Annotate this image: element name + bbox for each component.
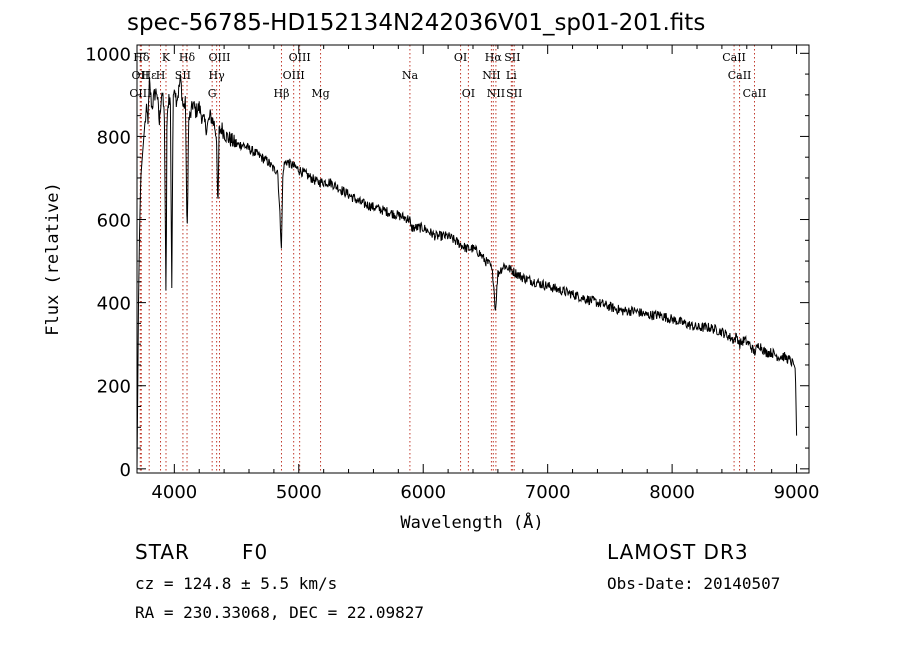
line-label-11: OIII bbox=[289, 51, 311, 64]
x-tick-label-3: 7000 bbox=[525, 482, 571, 503]
redshift-cz: cz = 124.8 ± 5.5 km/s bbox=[135, 574, 338, 593]
x-tick-label-1: 5000 bbox=[276, 482, 322, 503]
spectrum-line bbox=[136, 74, 798, 469]
line-label-17: OI bbox=[462, 87, 475, 100]
line-label-26: CaII bbox=[743, 87, 767, 100]
x-tick-label-4: 8000 bbox=[649, 482, 695, 503]
line-label-9: Hγ bbox=[209, 69, 226, 82]
line-label-24: CaII bbox=[722, 51, 746, 64]
x-tick-label-5: 9000 bbox=[774, 482, 820, 503]
line-label-22: NII bbox=[487, 87, 505, 100]
line-label-19: SII bbox=[504, 51, 520, 64]
line-label-5: H bbox=[156, 69, 166, 82]
line-label-23: SII bbox=[506, 87, 522, 100]
line-label-3: Hε bbox=[142, 69, 158, 82]
coordinates: RA = 230.33068, DEC = 22.09827 bbox=[135, 603, 424, 622]
y-tick-label-0: 0 bbox=[120, 460, 131, 481]
line-label-14: Mg bbox=[311, 87, 329, 100]
x-tick-label-2: 6000 bbox=[400, 482, 446, 503]
line-label-13: Hβ bbox=[274, 87, 290, 100]
line-label-6: Hδ bbox=[179, 51, 196, 64]
observation-date: Obs-Date: 20140507 bbox=[607, 574, 781, 593]
line-label-7: SII bbox=[175, 69, 191, 82]
object-class: STAR bbox=[135, 540, 190, 564]
y-tick-label-1: 200 bbox=[97, 377, 131, 398]
x-tick-label-0: 4000 bbox=[151, 482, 197, 503]
line-label-4: K bbox=[162, 51, 171, 64]
chart-title: spec-56785-HD152134N242036V01_sp01-201.f… bbox=[127, 10, 706, 36]
line-label-20: NII bbox=[482, 69, 500, 82]
plot-frame bbox=[136, 44, 810, 474]
survey-name: LAMOST DR3 bbox=[607, 540, 749, 564]
x-axis-label: Wavelength (Å) bbox=[400, 511, 543, 533]
y-axis-label: Flux (relative) bbox=[43, 182, 63, 336]
line-label-1: OII bbox=[132, 69, 150, 82]
line-label-10: G bbox=[208, 87, 217, 100]
line-label-12: OIII bbox=[283, 69, 305, 82]
line-label-16: OI bbox=[454, 51, 467, 64]
y-tick-label-3: 600 bbox=[97, 211, 131, 232]
axis-ticks: 4000 5000 6000 7000 8000 9000 0 200 400 600 800 100… bbox=[85, 44, 819, 503]
line-label-18: Hα bbox=[485, 51, 503, 64]
line-label-21: Li bbox=[506, 69, 517, 82]
line-label-25: CaII bbox=[728, 69, 752, 82]
spectrum-series bbox=[136, 74, 798, 469]
spectral-line-markers bbox=[139, 45, 755, 473]
y-tick-label-4: 800 bbox=[97, 127, 131, 148]
line-label-15: Na bbox=[402, 69, 419, 82]
y-tick-label-2: 400 bbox=[97, 294, 131, 315]
y-tick-label-5: 1000 bbox=[85, 44, 131, 65]
line-label-8: OIII bbox=[208, 51, 230, 64]
object-subclass: F0 bbox=[242, 540, 269, 564]
line-label-2: OIII bbox=[129, 87, 151, 100]
